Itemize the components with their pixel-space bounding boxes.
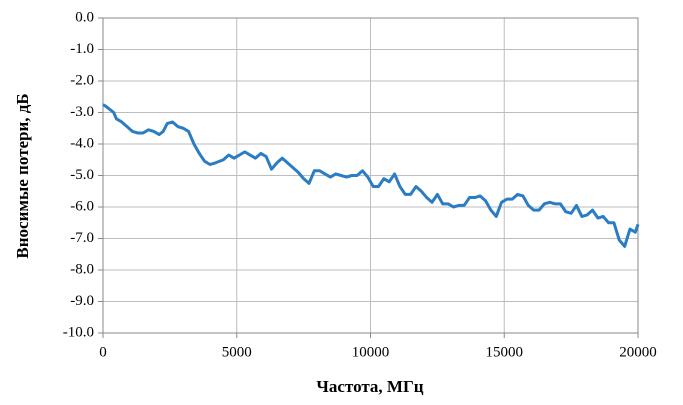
x-tick-label: 5000	[222, 344, 252, 360]
y-tick-label: -8.0	[70, 261, 94, 277]
plot-frame	[102, 17, 639, 334]
y-tick-label: 0.0	[75, 9, 94, 25]
y-tick-label: -6.0	[70, 198, 94, 214]
y-axis-title: Вносимые потери, дБ	[13, 93, 32, 258]
y-tick-label: -4.0	[70, 135, 94, 151]
x-tick-label: 15000	[486, 344, 524, 360]
y-tick-label: -3.0	[70, 104, 94, 120]
x-axis-title: Частота, МГц	[316, 377, 423, 396]
data-line	[102, 103, 640, 248]
y-tick-label: -5.0	[70, 167, 94, 183]
y-tick-label: -1.0	[70, 41, 94, 57]
y-tick-label: -7.0	[70, 230, 94, 246]
y-tick-label: -10.0	[63, 324, 94, 340]
y-tick-label: -9.0	[70, 293, 94, 309]
x-tick-label: 20000	[619, 344, 657, 360]
x-tick-label: 0	[99, 344, 107, 360]
y-tick-label: -2.0	[70, 72, 94, 88]
x-tick-label: 10000	[352, 344, 390, 360]
